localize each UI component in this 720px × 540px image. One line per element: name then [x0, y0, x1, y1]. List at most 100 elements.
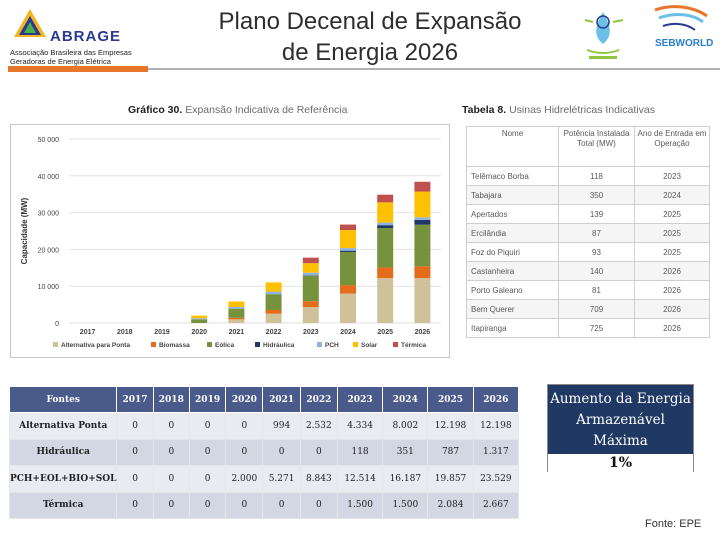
source-name-cell: PCH+EOL+BIO+SOL	[8, 465, 118, 493]
source-value-cell: 0	[225, 491, 264, 519]
source-value-cell: 2.532	[299, 412, 338, 440]
sources-header-year: 2018	[152, 386, 190, 413]
plant-year-cell: 2026	[634, 261, 710, 281]
source-value-cell: 1.500	[336, 491, 384, 519]
plant-power-cell: 139	[558, 204, 635, 224]
bar-segment	[340, 251, 356, 286]
plant-year-cell: 2024	[634, 185, 710, 205]
source-value-cell: 994	[262, 412, 301, 440]
source-value-cell: 2.000	[225, 465, 264, 493]
table8-header-name: Nome	[466, 126, 559, 167]
source-value-cell: 5.271	[262, 465, 301, 493]
plant-year-cell: 2025	[634, 204, 710, 224]
table8-row: Castanheira 140 2026	[466, 261, 710, 281]
event-drop-icon	[584, 12, 624, 59]
sources-header-year: 2017	[116, 386, 154, 413]
plant-name-cell: Tabajara	[466, 185, 559, 205]
sources-table: Fontes 2017 2018 2019 2020 2021 2022 2023 2024 20…	[8, 386, 520, 519]
sources-header-year: 2019	[188, 386, 227, 413]
source-note: Fonte: EPE	[645, 518, 702, 530]
source-value-cell: 0	[116, 465, 154, 493]
bar-segment	[377, 194, 394, 203]
source-value-cell: 12.514	[336, 465, 384, 493]
bar-segment	[414, 219, 431, 225]
abrage-emblem-icon	[14, 9, 46, 37]
plant-power-cell: 350	[558, 185, 635, 205]
table8-label: Tabela 8.	[462, 104, 507, 116]
table8-row: Itapiranga 725 2026	[466, 318, 710, 338]
sources-header-year: 2021	[262, 386, 301, 413]
header-divider	[148, 68, 720, 70]
table8-row: Bem Querer 709 2026	[466, 299, 710, 319]
energy-storage-box: Aumento da Energia Armazenável Máxima do…	[547, 384, 694, 472]
plant-name-cell: Itapiranga	[466, 318, 559, 338]
y-tick-label: 50 000	[38, 137, 60, 144]
source-value-cell: 23.529	[472, 465, 520, 493]
source-name-cell: Hidráulica	[8, 438, 118, 466]
source-value-cell: 16.187	[382, 465, 429, 493]
chart-x-ticks: 2017 2018 2019 2020 2021 2022 2023 2024 2025 2026	[80, 329, 430, 336]
bar-segment	[191, 319, 208, 323]
source-value-cell: 8.843	[299, 465, 338, 493]
x-tick-label: 2026	[415, 329, 431, 336]
bar-segment	[228, 308, 245, 318]
x-tick-label: 2018	[117, 329, 133, 336]
source-value-cell: 1.500	[382, 491, 429, 519]
bar-segment	[265, 282, 282, 292]
bar-segment	[414, 181, 431, 192]
bar-segment	[414, 217, 431, 220]
abrage-assoc-line1: Associação Brasileira das Empresas	[10, 48, 132, 57]
bar-segment	[414, 191, 431, 218]
chart-label: Gráfico 30.	[128, 104, 183, 116]
abrage-wordmark: ABRAGE	[50, 28, 122, 45]
plant-year-cell: 2025	[634, 242, 710, 262]
source-value-cell: 2.084	[427, 491, 474, 519]
source-value-cell: 351	[382, 438, 429, 466]
y-tick-label: 40 000	[38, 174, 60, 181]
source-value-cell: 0	[188, 491, 227, 519]
energy-box-line2: Armazenável Máxima	[576, 412, 665, 449]
bar-segment	[340, 230, 356, 249]
source-value-cell: 0	[262, 491, 301, 519]
chart-frame: 2017 2018 2019 2020 2021 2022 2023 2024 2025 2026…	[10, 124, 450, 358]
sebworld-wave-icon	[654, 5, 708, 31]
legend-label: Eólica	[215, 342, 235, 349]
bar-segment	[377, 225, 394, 229]
bar-segment	[228, 301, 245, 308]
abrage-assoc-line2: Geradoras de Energia Elétrica	[10, 57, 111, 66]
table8-row: Porto Galeano 81 2026	[466, 280, 710, 300]
bar-segment	[302, 263, 319, 273]
plant-year-cell: 2026	[634, 280, 710, 300]
sebworld-wordmark: SEBWORLD	[655, 38, 713, 49]
table8-row: Apertados 139 2025	[466, 204, 710, 224]
energy-box-heading: Aumento da Energia Armazenável Máxima do…	[548, 385, 693, 470]
plant-power-cell: 118	[558, 166, 635, 186]
source-value-cell: 0	[116, 491, 154, 519]
source-value-cell: 0	[152, 465, 190, 493]
table8-row: Telêmaco Borba 118 2023	[466, 166, 710, 186]
legend-label: Solar	[361, 342, 378, 349]
table8-header-row: Nome Potência Instalada Total (MW) Ano d…	[466, 126, 710, 167]
plant-name-cell: Bem Querer	[466, 299, 559, 319]
bar-segment	[191, 318, 208, 320]
bar-segment	[265, 291, 282, 295]
legend-label: Térmica	[401, 342, 426, 349]
chart-title: Gráfico 30. Expansão Indicativa de Refer…	[128, 104, 347, 116]
table8-row: Tabajara 350 2024	[466, 185, 710, 205]
sources-header-year: 2024	[382, 386, 429, 413]
source-value-cell: 0	[152, 438, 190, 466]
table8-header-year: Ano de Entrada em Operação	[634, 126, 710, 167]
plant-name-cell: Ercilândia	[466, 223, 559, 243]
source-value-cell: 2.667	[472, 491, 520, 519]
y-tick-label: 20 000	[38, 247, 60, 254]
hydro-plants-table: Nome Potência Instalada Total (MW) Ano d…	[466, 126, 710, 338]
bar-segment	[377, 202, 394, 223]
source-value-cell: 0	[225, 438, 264, 466]
bar-segment	[340, 293, 356, 323]
legend-swatch	[53, 342, 58, 347]
bar-segment	[265, 294, 282, 311]
source-value-cell: 12.198	[427, 412, 474, 440]
sources-header-year: 2025	[427, 386, 474, 413]
source-value-cell: 0	[188, 465, 227, 493]
table8-title: Tabela 8. Usinas Hidrelétricas Indicativ…	[462, 104, 655, 116]
